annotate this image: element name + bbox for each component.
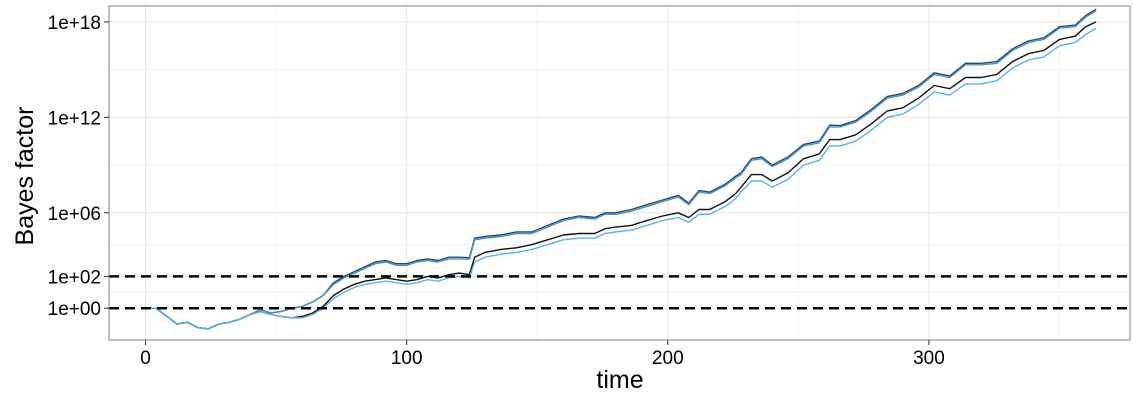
y-tick-label: 1e+02 xyxy=(48,267,101,288)
plot-panel xyxy=(109,6,1130,340)
series-lines xyxy=(145,8,1097,330)
y-tick-label: 1e+12 xyxy=(48,108,101,129)
x-tick-label: 300 xyxy=(913,348,945,369)
series-line-2 xyxy=(145,10,1097,330)
series-line-4 xyxy=(145,27,1097,330)
x-tick-label: 0 xyxy=(140,348,151,369)
y-axis-title: Bayes factor xyxy=(11,107,39,246)
y-axis: 1e+00 1e+02 1e+06 1e+12 1e+18 xyxy=(48,13,109,320)
plot-border xyxy=(108,5,1131,341)
x-axis: 0 100 200 300 xyxy=(140,340,945,369)
x-axis-title: time xyxy=(596,366,643,394)
y-tick-label: 1e+00 xyxy=(48,299,101,320)
x-tick-label: 100 xyxy=(391,348,423,369)
x-tick-label: 200 xyxy=(652,348,684,369)
y-tick-label: 1e+18 xyxy=(48,13,101,34)
reference-lines xyxy=(109,275,1130,310)
y-tick-label: 1e+06 xyxy=(48,204,101,225)
